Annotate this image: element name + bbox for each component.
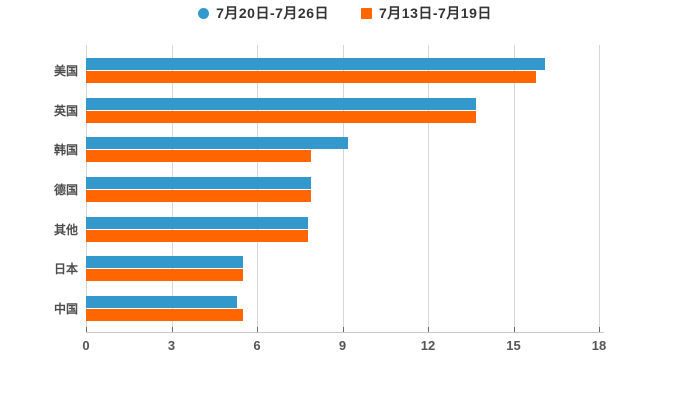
bar-series-0-category-1 — [86, 58, 545, 71]
x-tick-label: 18 — [591, 338, 607, 353]
axis-tick — [171, 327, 173, 332]
x-tick-label: 6 — [253, 338, 261, 353]
legend-item-series-0[interactable]: 7月20日-7月26日 — [198, 3, 329, 23]
axis-tick — [513, 327, 515, 332]
bar-series-1-category-1 — [86, 71, 537, 84]
legend-item-series-1[interactable]: 7月13日-7月19日 — [361, 3, 492, 23]
gridline-x-15 — [513, 45, 515, 332]
bar-group-2 — [86, 91, 599, 131]
category-label: 韩国 — [53, 143, 78, 158]
gridline-x-9 — [342, 45, 344, 332]
y-axis-category-labels: 美国英国韩国德国其他日本中国 — [0, 45, 78, 332]
bar-series-1-category-2 — [86, 110, 477, 123]
legend-square-marker-icon — [361, 7, 372, 19]
x-tick-label: 0 — [82, 338, 90, 353]
x-tick-label: 12 — [420, 338, 436, 353]
legend-label: 7月20日-7月26日 — [216, 5, 329, 21]
category-label: 美国 — [53, 64, 78, 79]
bar-group-7 — [86, 288, 599, 328]
bar-group-5 — [86, 209, 599, 249]
gridline-x-18 — [599, 45, 600, 332]
bar-group-4 — [86, 170, 599, 210]
bar-group-1 — [86, 51, 599, 91]
category-label: 日本 — [53, 262, 78, 277]
x-tick-label: 3 — [167, 338, 176, 353]
bar-series-0-category-4 — [86, 177, 312, 190]
axis-tick — [257, 327, 258, 332]
axis-tick — [342, 327, 344, 332]
category-label: 英国 — [53, 103, 78, 118]
axis-tick — [86, 327, 87, 332]
category-label: 其他 — [53, 222, 78, 237]
bar-series-0-category-3 — [86, 137, 349, 150]
bar-rows — [86, 45, 599, 332]
x-tick-label: 15 — [506, 338, 521, 353]
bar-series-0-category-2 — [86, 97, 477, 110]
gridline-x-12 — [428, 45, 429, 332]
category-label: 德国 — [53, 183, 78, 198]
x-axis-tick-labels: 0 3 6 9 12 15 18 — [82, 338, 606, 356]
chart-legend: 7月20日-7月26日 7月13日-7月19日 — [0, 3, 690, 23]
axis-tick — [428, 327, 429, 332]
legend-circle-marker-icon — [198, 7, 210, 19]
bar-series-1-category-6 — [86, 269, 243, 282]
bar-series-1-category-5 — [86, 229, 309, 242]
bar-series-1-category-4 — [86, 190, 312, 203]
bar-group-3 — [86, 130, 599, 170]
x-tick-label: 9 — [338, 338, 347, 353]
legend-label: 7月13日-7月19日 — [379, 5, 492, 21]
category-label: 中国 — [53, 301, 78, 316]
plot-area — [86, 45, 600, 332]
x-axis-line — [86, 332, 604, 333]
axis-tick — [599, 327, 600, 332]
bar-series-1-category-7 — [86, 308, 243, 321]
bar-series-0-category-7 — [86, 295, 238, 308]
bar-series-0-category-5 — [86, 216, 309, 229]
bar-series-1-category-3 — [86, 150, 312, 163]
bar-series-0-category-6 — [86, 256, 243, 269]
bar-group-6 — [86, 249, 599, 289]
